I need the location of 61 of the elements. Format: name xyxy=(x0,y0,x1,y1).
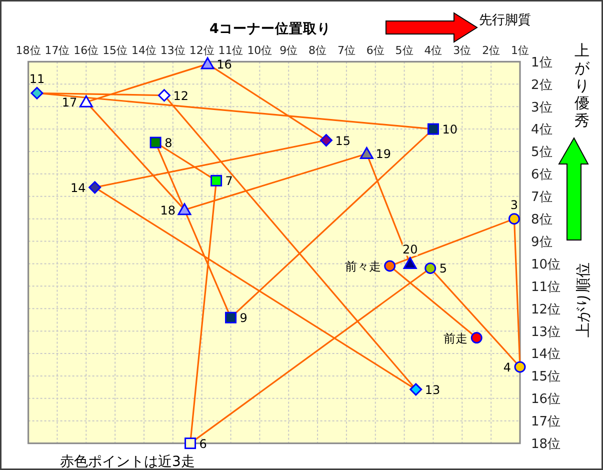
x-tick-label: 8位 xyxy=(308,44,327,57)
x-tick-label: 11位 xyxy=(218,44,244,57)
y-tick-label: 3位 xyxy=(531,100,552,116)
y-tick-label: 8位 xyxy=(531,212,552,228)
point-label: 7 xyxy=(225,174,233,188)
annotation: 上がり優秀 xyxy=(574,42,590,130)
point-label: 6 xyxy=(199,436,207,451)
point-label: 前々走 xyxy=(344,259,381,274)
point-label: 19 xyxy=(376,147,391,162)
point-label: 5 xyxy=(439,262,447,276)
annotation: 赤色ポイントは近3走 xyxy=(60,454,195,470)
x-tick-label: 16位 xyxy=(74,44,99,57)
point-label: 17 xyxy=(62,96,78,110)
x-tick-label: 13位 xyxy=(160,44,186,57)
x-tick-label: 17位 xyxy=(44,44,70,57)
x-tick-label: 4位 xyxy=(424,44,442,57)
x-tick-label: 2位 xyxy=(482,44,500,57)
y-tick-label: 13位 xyxy=(531,324,561,340)
x-tick-label: 15位 xyxy=(102,44,128,57)
point-label: 18 xyxy=(160,203,176,218)
point-label: 3 xyxy=(510,198,518,212)
y-tick-label: 15位 xyxy=(531,370,561,385)
y-tick-label: 18位 xyxy=(531,437,561,452)
point-label: 16 xyxy=(216,57,232,72)
y-tick-label: 6位 xyxy=(531,168,552,183)
y-tick-label: 9位 xyxy=(531,234,552,250)
x-tick-label: 5位 xyxy=(395,44,414,57)
point-label: 10 xyxy=(442,122,458,137)
x-tick-label: 12位 xyxy=(189,44,214,57)
point-label: 9 xyxy=(240,311,248,326)
x-tick-label: 3位 xyxy=(453,44,472,57)
x-tick-label: 18位 xyxy=(16,44,41,57)
x-tick-label: 9位 xyxy=(280,44,298,57)
y-axis-title: 上がり順位 xyxy=(574,262,592,338)
point-label: 15 xyxy=(335,134,350,148)
y-tick-label: 12位 xyxy=(531,302,561,318)
y-tick-label: 10位 xyxy=(531,257,561,272)
y-tick-label: 14位 xyxy=(531,347,561,362)
y-tick-label: 16位 xyxy=(531,392,561,408)
y-tick-label: 1位 xyxy=(531,55,552,70)
point-label: 20 xyxy=(402,242,418,257)
annotation: 先行脚質 xyxy=(479,13,531,28)
point-label: 4 xyxy=(503,360,511,374)
x-tick-label: 1位 xyxy=(511,44,529,57)
point-label: 11 xyxy=(29,72,45,86)
x-tick-label: 6位 xyxy=(366,44,384,57)
y-tick-label: 4位 xyxy=(531,122,552,138)
y-tick-label: 5位 xyxy=(531,145,552,160)
x-axis-title: 4コーナー位置取り xyxy=(209,21,331,37)
x-tick-label: 14位 xyxy=(132,44,156,57)
point-label: 12 xyxy=(173,88,189,103)
x-tick-label: 7位 xyxy=(337,44,356,57)
y-tick-label: 2位 xyxy=(531,78,552,93)
y-tick-label: 11位 xyxy=(531,280,561,295)
point-label: 14 xyxy=(70,180,86,195)
point-label: 13 xyxy=(424,382,440,397)
point-label: 8 xyxy=(164,136,172,150)
x-tick-label: 10位 xyxy=(247,44,272,57)
y-tick-label: 7位 xyxy=(531,190,552,206)
y-tick-label: 17位 xyxy=(531,414,561,430)
point-label: 前走 xyxy=(444,331,468,346)
